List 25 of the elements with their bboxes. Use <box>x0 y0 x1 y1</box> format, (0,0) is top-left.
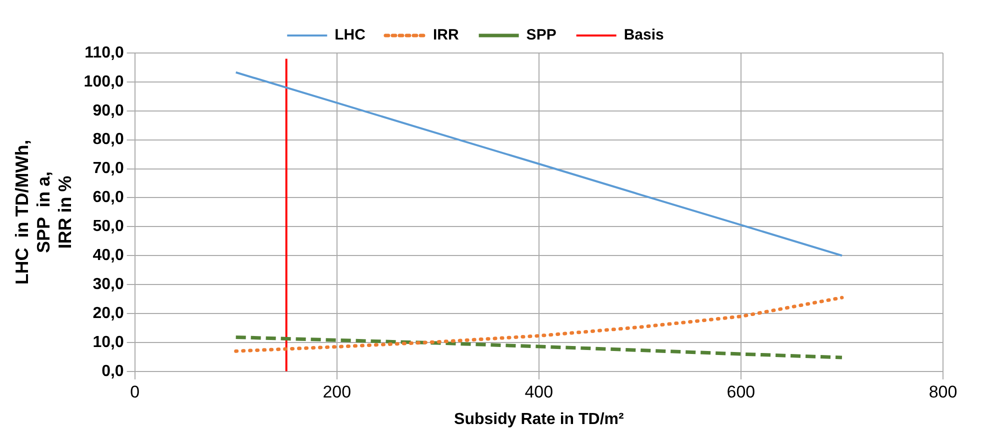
y-tick-label: 110,0 <box>84 44 124 62</box>
line-series <box>234 296 844 353</box>
x-tick-label: 0 <box>130 382 140 402</box>
y-tick-label: 40,0 <box>92 247 124 264</box>
y-tick-label: 0,0 <box>102 362 124 380</box>
y-tick-label: 100,0 <box>84 73 124 90</box>
y-tick-label: 70,0 <box>92 160 124 178</box>
x-tick-label: 600 <box>726 382 756 402</box>
legend-label: SPP <box>526 26 556 44</box>
y-tick-label: 60,0 <box>92 189 124 206</box>
y-tick-label: 10,0 <box>92 334 124 351</box>
x-axis-title: Subsidy Rate in TD/m² <box>454 410 624 428</box>
x-tick-label: 400 <box>524 382 554 402</box>
y-tick-label: 80,0 <box>92 131 124 148</box>
legend-label: Basis <box>624 26 664 44</box>
x-tick-label: 200 <box>322 382 352 402</box>
line-series <box>234 335 844 360</box>
y-tick-label: 50,0 <box>92 218 124 236</box>
x-tick-label: 800 <box>928 382 958 402</box>
legend-label: IRR <box>432 26 459 44</box>
y-tick-label: 20,0 <box>92 304 124 322</box>
y-axis-title: LHC in TD/MWh, SPP in a, IRR in % <box>12 140 75 285</box>
y-tick-label: 90,0 <box>92 102 124 120</box>
y-tick-label: 30,0 <box>92 276 124 293</box>
legend-label: LHC <box>334 26 366 44</box>
